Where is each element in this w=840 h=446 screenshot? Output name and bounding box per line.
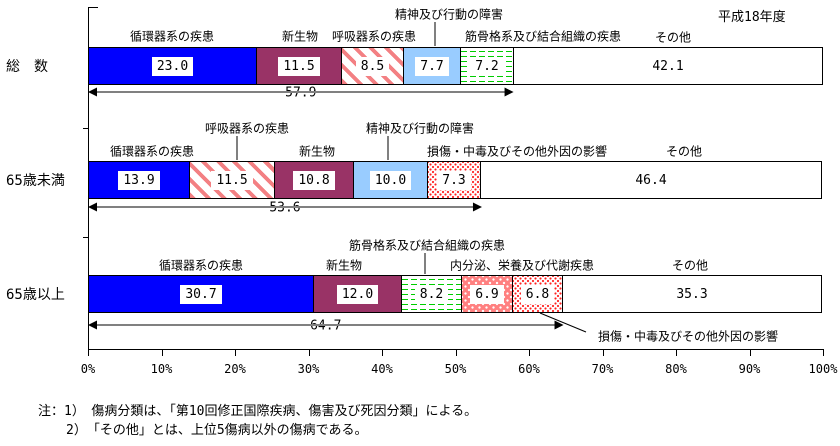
- cumulative-total-label: 57.9: [278, 85, 324, 101]
- fiscal-year-label: 平成18年度: [718, 10, 786, 25]
- bar-segment-musculo: 7.2: [460, 47, 514, 85]
- segment-name-label: 精神及び行動の障害: [394, 7, 504, 22]
- segment-value-label: 35.3: [676, 286, 708, 302]
- segment-name-label: 内分泌、栄養及び代謝疾患: [449, 258, 595, 273]
- x-axis-tick-label: 40%: [371, 362, 393, 376]
- segment-value-label: 13.9: [118, 170, 160, 190]
- bar-segment-injury: 6.8: [512, 275, 563, 313]
- x-axis-tick: [602, 349, 604, 356]
- segment-name-label: 新生物: [281, 29, 319, 44]
- segment-name-label: その他: [671, 258, 709, 273]
- x-axis-tick-label: 80%: [665, 362, 687, 376]
- bar-segment-mental: 7.7: [403, 47, 461, 85]
- bar-segment-circulatory: 30.7: [88, 275, 314, 313]
- segment-name-label: 筋骨格系及び結合組織の疾患: [464, 29, 622, 44]
- category-divider-tick-1: [83, 128, 88, 129]
- bar-segment-other: 46.4: [480, 161, 822, 199]
- bar-row: 23.0 11.5 8.5 7.7 7.2 42.1: [88, 47, 824, 85]
- x-axis-tick: [235, 349, 236, 356]
- note-line-1: 注：1） 傷病分類は、「第10回修正国際疾病、傷害及び死因分類」による。: [38, 404, 478, 419]
- segment-value-label: 6.9: [470, 284, 504, 304]
- segment-value-label: 42.1: [652, 58, 684, 74]
- segment-value-label: 10.0: [369, 170, 412, 190]
- x-axis-tick-label: 50%: [444, 362, 467, 376]
- segment-name-label: 呼吸器系の疾患: [331, 29, 417, 44]
- segment-value-label: 30.7: [180, 284, 222, 304]
- x-axis-tick: [88, 349, 89, 356]
- segment-value-label: 11.5: [278, 56, 320, 76]
- segment-name-label: 循環器系の疾患: [129, 29, 215, 44]
- segment-value-label: 10.8: [293, 170, 335, 190]
- segment-value-label: 7.7: [415, 56, 449, 76]
- segment-name-label: その他: [665, 144, 703, 159]
- segment-value-label: 8.5: [355, 56, 390, 76]
- bar-row: 13.9 11.5 10.8 10.0 7.3 46.4: [88, 161, 824, 199]
- bar-segment-neoplasm: 12.0: [313, 275, 402, 313]
- segment-name-label: 精神及び行動の障害: [365, 121, 475, 136]
- segment-value-label: 8.2: [414, 284, 449, 304]
- bar-segment-respiratory: 11.5: [189, 161, 275, 199]
- x-axis-tick-label: 0%: [80, 362, 96, 376]
- bar-segment-musculo: 8.2: [401, 275, 462, 313]
- x-axis-tick: [823, 349, 824, 356]
- x-axis-tick-label: 30%: [297, 362, 320, 376]
- segment-name-label: その他: [654, 30, 692, 45]
- cumulative-total-label: 64.7: [303, 318, 349, 334]
- segment-name-label: 呼吸器系の疾患: [204, 121, 290, 136]
- segment-value-label: 23.0: [151, 56, 194, 76]
- x-axis-tick-label: 20%: [224, 362, 246, 376]
- segment-value-label: 7.2: [470, 56, 504, 76]
- bar-segment-neoplasm: 11.5: [256, 47, 342, 85]
- bar-segment-injury: 7.3: [427, 161, 481, 199]
- cumulative-total-label: 53.6: [262, 200, 308, 216]
- row-category-label: 65歳未満: [6, 173, 65, 189]
- y-axis-top-tick: [88, 7, 98, 8]
- x-axis-tick: [676, 349, 677, 356]
- x-axis-tick-label: 10%: [150, 362, 173, 376]
- bar-segment-circulatory: 23.0: [88, 47, 257, 85]
- row-category-label: 総 数: [6, 59, 48, 75]
- x-axis-tick-label: 70%: [591, 362, 614, 376]
- bar-row: 30.7 12.0 8.2 6.9 6.8 35.3: [88, 275, 824, 313]
- segment-name-label: 新生物: [298, 144, 336, 159]
- x-axis-tick: [382, 349, 383, 356]
- segment-name-label: 損傷・中毒及びその他外因の影響: [426, 144, 608, 159]
- x-axis-tick: [308, 349, 310, 356]
- segment-name-label: 筋骨格系及び結合組織の疾患: [348, 238, 506, 253]
- bar-segment-circulatory: 13.9: [88, 161, 190, 199]
- note-line-2: 2） 「その他」とは、上位5傷病以外の傷病である。: [66, 423, 368, 438]
- category-divider-tick-2: [83, 237, 88, 238]
- bar-segment-other: 35.3: [562, 275, 822, 313]
- x-axis-tick: [161, 349, 163, 356]
- x-axis-tick: [455, 349, 457, 356]
- x-axis-tick-label: 100%: [808, 362, 838, 376]
- segment-name-label: 新生物: [325, 258, 363, 273]
- segment-value-label: 46.4: [635, 172, 667, 188]
- segment-name-label: 循環器系の疾患: [158, 258, 244, 273]
- x-axis-tick: [749, 349, 751, 356]
- bar-segment-other: 42.1: [513, 47, 823, 85]
- segment-value-label: 6.8: [520, 284, 555, 304]
- bar-segment-neoplasm: 10.8: [274, 161, 354, 199]
- bar-segment-mental: 10.0: [353, 161, 428, 199]
- row-category-label: 65歳以上: [6, 287, 65, 303]
- segment-value-label: 12.0: [336, 284, 379, 304]
- x-axis-tick-label: 90%: [738, 362, 761, 376]
- bar-segment-endocrine: 6.9: [461, 275, 513, 313]
- segment-value-label: 11.5: [211, 170, 253, 190]
- segment-name-label: 循環器系の疾患: [109, 144, 195, 159]
- segment-name-label: 損傷・中毒及びその他外因の影響: [597, 329, 779, 344]
- bar-segment-respiratory: 8.5: [341, 47, 404, 85]
- segment-value-label: 7.3: [437, 170, 471, 190]
- x-axis-tick: [529, 349, 530, 356]
- x-axis-tick-label: 60%: [518, 362, 540, 376]
